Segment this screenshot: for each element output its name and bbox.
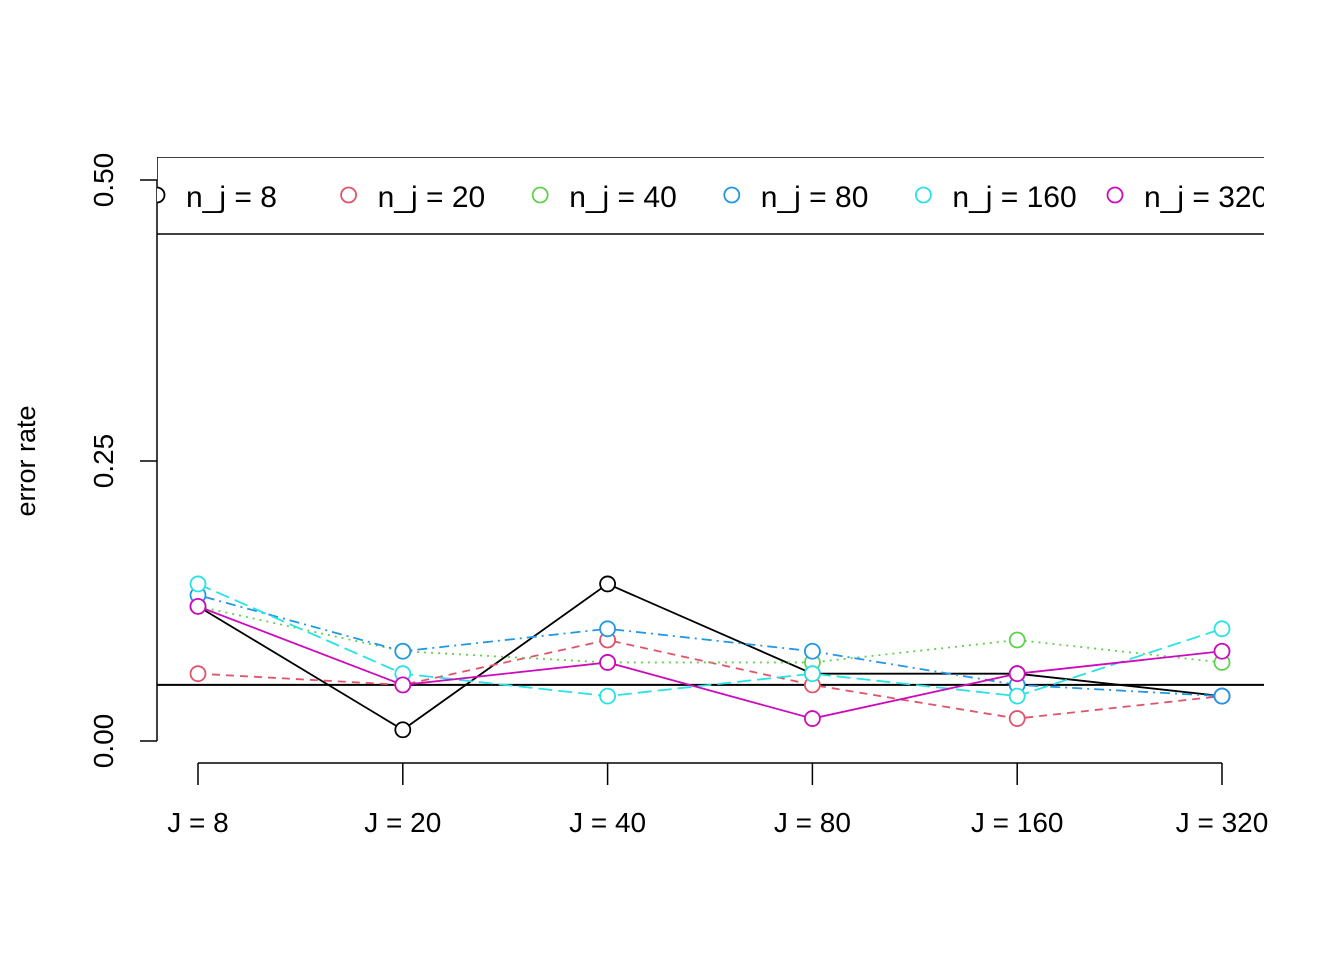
data-point bbox=[804, 665, 821, 683]
x-axis: J = 8 J = 20 J = 40 J = 80 J = 160 J = 320 bbox=[167, 762, 1269, 838]
data-point bbox=[189, 665, 207, 683]
data-point bbox=[599, 620, 616, 638]
legend-item: n_j = 160 bbox=[915, 181, 1077, 214]
data-point bbox=[394, 676, 412, 694]
legend-label: n_j = 20 bbox=[378, 181, 486, 214]
y-axis: 0.00 0.25 0.50 error rate bbox=[11, 153, 158, 769]
series-line bbox=[197, 605, 1223, 720]
y-tick-label: 0.25 bbox=[88, 434, 119, 489]
data-point bbox=[1008, 687, 1026, 705]
legend-item: n_j = 20 bbox=[340, 181, 486, 214]
legend-marker bbox=[340, 186, 358, 204]
series-layer bbox=[189, 575, 1231, 739]
legend-item: n_j = 40 bbox=[531, 181, 677, 214]
legend-label: n_j = 160 bbox=[952, 181, 1076, 214]
data-point bbox=[599, 575, 616, 593]
data-point bbox=[1008, 631, 1026, 649]
data-point bbox=[1008, 710, 1026, 727]
y-tick-label: 0.50 bbox=[88, 153, 119, 208]
x-tick-label: J = 40 bbox=[569, 807, 646, 838]
legend-marker bbox=[531, 186, 549, 204]
data-point bbox=[1213, 642, 1231, 660]
x-tick-label: J = 320 bbox=[1176, 807, 1269, 838]
data-point bbox=[394, 642, 412, 660]
legend-item: n_j = 8 bbox=[157, 181, 277, 214]
legend-marker bbox=[723, 186, 741, 204]
data-point bbox=[599, 687, 616, 705]
data-point bbox=[804, 710, 821, 727]
series-line bbox=[197, 639, 1223, 720]
x-tick-label: J = 80 bbox=[774, 807, 851, 838]
legend-marker bbox=[915, 186, 932, 204]
legend-item: n_j = 80 bbox=[723, 181, 869, 214]
legend-label: n_j = 40 bbox=[569, 181, 677, 214]
data-point bbox=[1213, 687, 1231, 705]
legend-marker bbox=[157, 186, 166, 204]
data-point bbox=[599, 654, 616, 671]
legend: n_j = 8 n_j = 20 n_j = 40 n_j = 80 n_j = 160… bbox=[157, 157, 1268, 235]
data-point bbox=[1008, 665, 1026, 683]
series-line bbox=[197, 582, 1223, 731]
legend-label: n_j = 8 bbox=[186, 181, 277, 214]
series-line bbox=[197, 605, 1223, 664]
data-point bbox=[394, 721, 412, 739]
legend-item: n_j = 320 bbox=[1106, 181, 1268, 214]
series bbox=[189, 597, 1231, 727]
data-point bbox=[189, 575, 207, 593]
x-tick-label: J = 20 bbox=[364, 807, 441, 838]
series-line bbox=[197, 594, 1223, 698]
legend-label: n_j = 320 bbox=[1144, 181, 1268, 214]
legend-label: n_j = 80 bbox=[761, 181, 869, 214]
series bbox=[189, 597, 1231, 671]
series-line bbox=[197, 583, 1223, 698]
x-tick-label: J = 160 bbox=[971, 807, 1064, 838]
data-point bbox=[804, 642, 821, 660]
y-axis-label: error rate bbox=[11, 405, 41, 516]
x-tick-label: J = 8 bbox=[167, 807, 228, 838]
data-point bbox=[1213, 620, 1231, 638]
legend-marker bbox=[1106, 186, 1124, 204]
data-point bbox=[189, 597, 207, 615]
y-tick-label: 0.00 bbox=[88, 714, 119, 769]
